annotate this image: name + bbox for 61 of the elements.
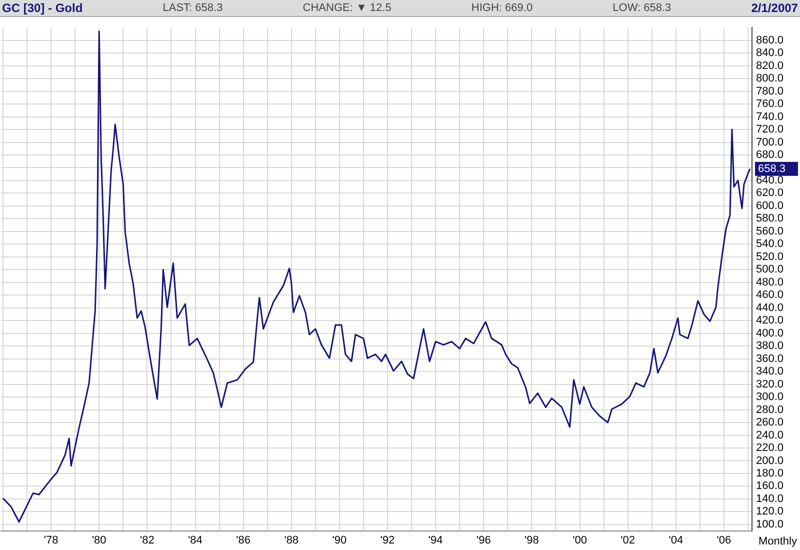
y-tick-label: 120.0 [756,506,784,518]
y-tick-label: 200.0 [756,454,784,467]
x-tick-label: '04 [668,534,684,546]
y-tick-label: 760.0 [756,98,784,110]
y-tick-label: 580.0 [756,212,784,225]
y-tick-label: 340.0 [756,366,784,378]
y-tick-label: 500.0 [756,264,784,276]
x-tick-label: '82 [140,534,154,546]
y-tick-label: 320.0 [756,378,784,390]
y-tick-label: 300.0 [756,391,784,404]
text: HIGH: 669.0 [471,2,533,14]
y-tick-label: 800.0 [756,72,784,85]
y-tick-label: 220.0 [756,442,784,454]
y-tick-label: 160.0 [756,480,784,492]
y-tick-label: 620.0 [756,187,784,200]
x-tick-label: '98 [524,534,539,546]
y-tick-label: 180.0 [756,468,784,480]
y-tick-label: 380.0 [756,340,784,352]
y-tick-label: 740.0 [756,110,784,123]
y-tick-label: 480.0 [756,276,784,288]
y-tick-label: 460.0 [756,289,784,302]
x-tick-label: '94 [428,534,443,546]
y-tick-label: 100.0 [756,518,784,530]
y-tick-label: 280.0 [756,404,784,416]
x-tick-label: '90 [332,534,347,546]
y-tick-label: 640.0 [756,174,784,186]
y-tick-label: 560.0 [756,225,784,238]
text: LAST: 658.3 [162,2,223,14]
y-tick-label: 840.0 [756,47,784,60]
text: 658.3 [758,162,786,175]
text: Monthly [758,535,798,548]
text: LOW: 658.3 [612,2,672,14]
x-tick-label: '96 [476,534,491,546]
y-tick-label: 720.0 [756,124,784,136]
text: 2/1/2007 [751,1,798,15]
y-tick-label: 820.0 [756,60,784,72]
x-tick-label: '02 [620,534,636,546]
x-tick-label: '88 [284,534,299,546]
y-tick-label: 420.0 [756,314,784,327]
x-tick-label: '80 [92,534,106,546]
y-tick-label: 700.0 [756,136,784,148]
y-tick-label: 400.0 [756,327,784,340]
text: CHANGE: ▼ 12.5 [302,2,392,14]
y-tick-label: 520.0 [756,250,784,263]
x-tick-label: '00 [572,534,587,546]
y-tick-label: 680.0 [756,149,784,162]
x-tick-label: '78 [44,534,58,546]
y-tick-label: 360.0 [756,352,784,365]
y-tick-label: 440.0 [756,302,784,314]
y-tick-label: 260.0 [756,416,784,429]
y-tick-label: 540.0 [756,238,784,250]
x-tick-label: '84 [188,534,202,546]
y-tick-label: 140.0 [756,492,784,505]
x-tick-label: '06 [716,534,732,546]
y-tick-label: 860.0 [756,34,784,46]
x-tick-label: '92 [380,534,395,546]
chart-title: GC [30] - Gold [2,1,83,15]
y-tick-label: 240.0 [756,429,784,442]
y-tick-label: 600.0 [756,200,784,212]
y-tick-label: 780.0 [756,85,784,98]
x-tick-label: '86 [236,534,250,546]
